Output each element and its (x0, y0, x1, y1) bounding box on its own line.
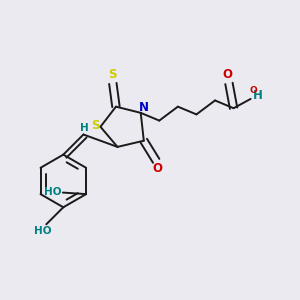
Text: S: S (91, 119, 99, 132)
Text: N: N (139, 101, 149, 114)
Text: O: O (153, 162, 163, 175)
Text: O: O (250, 86, 258, 95)
Text: HO: HO (34, 226, 52, 236)
Text: HO: HO (44, 187, 62, 197)
Text: H: H (253, 89, 262, 102)
Text: O: O (222, 68, 233, 81)
Text: H: H (80, 123, 88, 133)
Text: S: S (109, 68, 117, 81)
